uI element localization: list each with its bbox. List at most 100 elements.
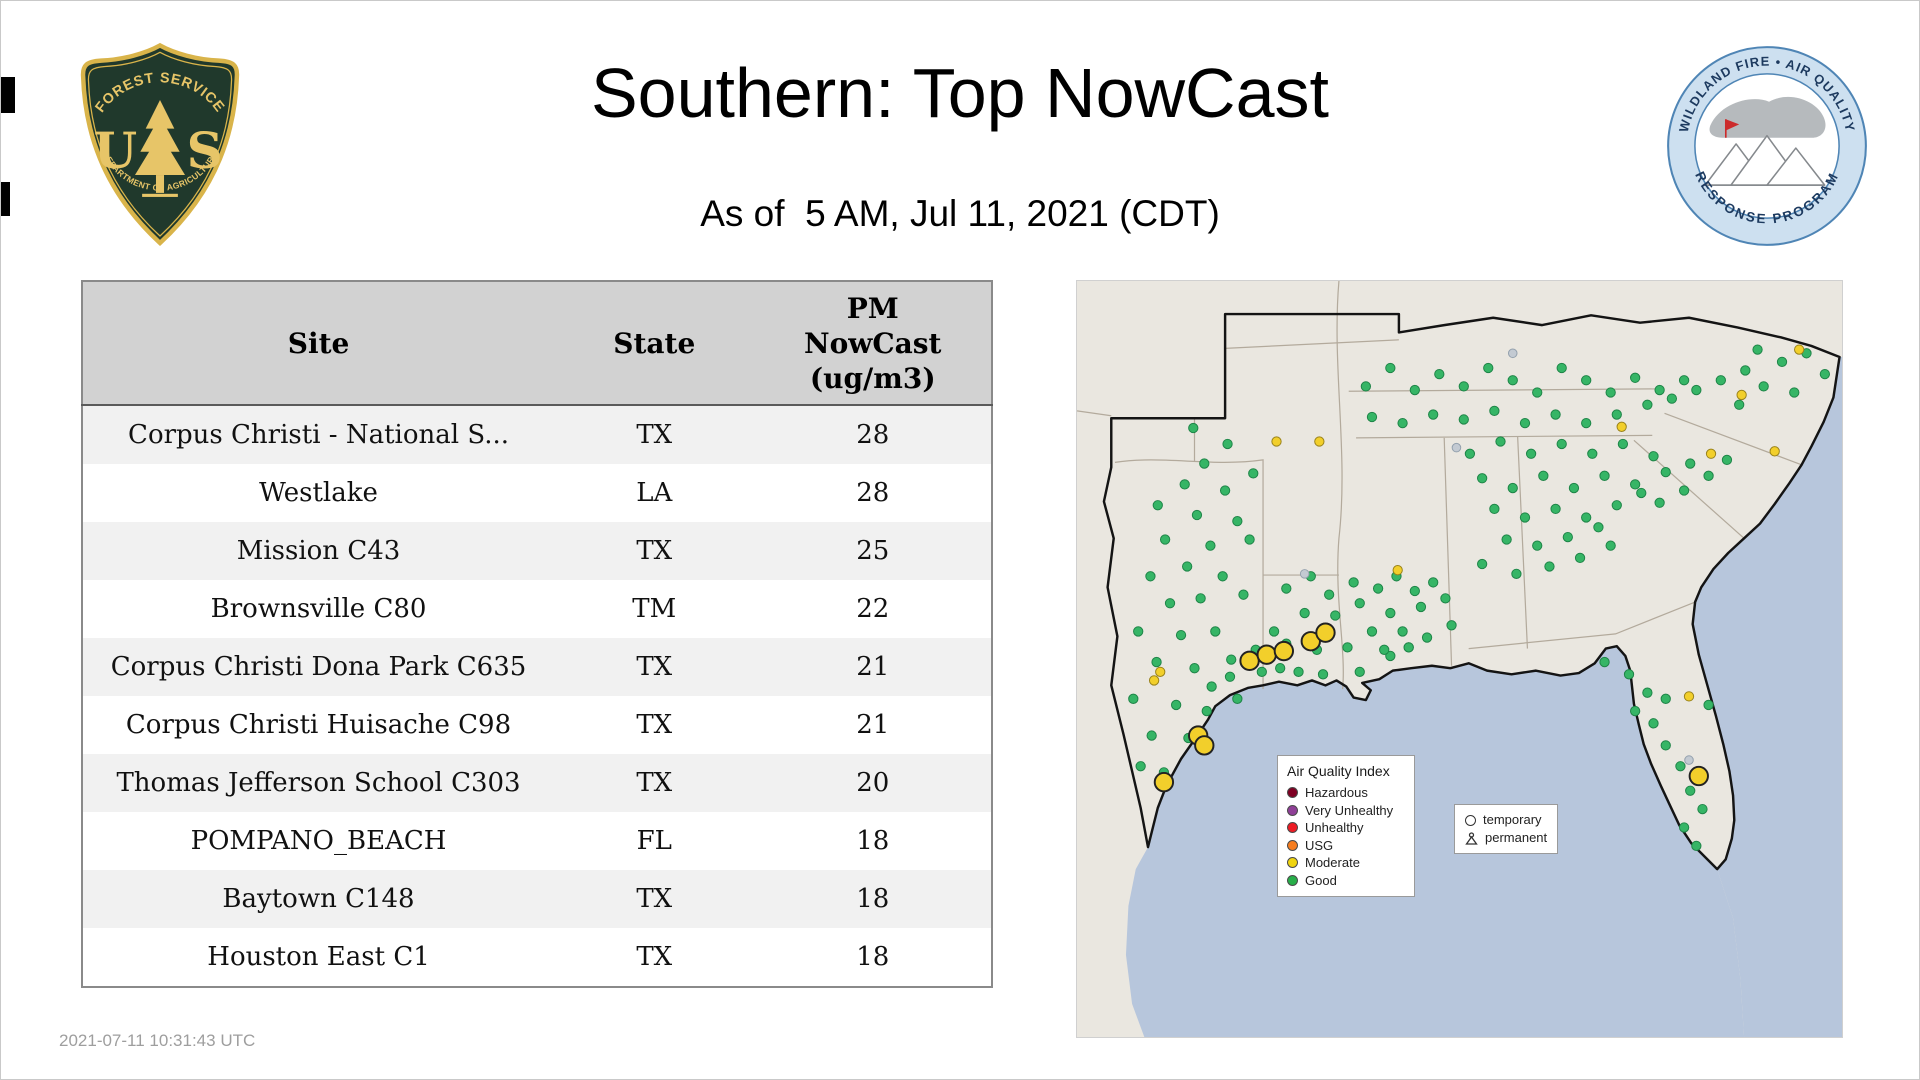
monitor-dot-good	[1293, 666, 1304, 678]
monitor-dot-good	[1281, 583, 1292, 594]
monitor-dot-moderate	[1392, 565, 1403, 576]
state-cell: TX	[636, 710, 673, 740]
monitor-dot-good	[1458, 381, 1469, 392]
nowcast-table: Site State PM NowCast (ug/m3) Corpus Chr…	[81, 280, 993, 988]
pm-cell: 21	[856, 652, 890, 682]
monitor-dot-good	[1519, 417, 1531, 429]
nowcast-table-header: Site State PM NowCast (ug/m3)	[82, 281, 992, 406]
aqi-legend-items: Hazardous Very Unhealthy Unhealthy USG Moder…	[1287, 784, 1405, 889]
gulf-of-mexico-water	[1125, 646, 1745, 1037]
monitor-dot-good	[1372, 583, 1384, 594]
monitor-dot-good	[1354, 666, 1365, 678]
aqi-legend-label: USG	[1305, 837, 1334, 853]
state-cell: FL	[636, 826, 672, 856]
page-title: Southern: Top NowCast	[590, 54, 1329, 132]
monitor-dot-good	[1477, 473, 1488, 484]
temporary-marker-icon	[1465, 814, 1476, 826]
site-cell: Houston East C1	[207, 942, 430, 972]
monitor-dot-good	[1703, 470, 1714, 481]
generated-timestamp: 2021-07-11 10:31:43 UTC	[59, 1031, 256, 1050]
monitor-dot-good	[1151, 656, 1162, 668]
monitor-dot-good	[1164, 598, 1176, 609]
monitor-dot-good	[1385, 362, 1396, 374]
monitor-dot-good	[1507, 482, 1518, 494]
monitor-dot-moderate	[1616, 421, 1627, 432]
aqi-legend-item: Good	[1287, 872, 1405, 890]
state-cell: LA	[636, 478, 673, 508]
monitor-dot-good	[1660, 466, 1671, 478]
monitor-dot-good	[1611, 500, 1622, 511]
monitor-dot-good	[1636, 487, 1647, 499]
monitor-dot-good	[1421, 632, 1433, 643]
monitor-dot-good	[1409, 384, 1420, 396]
site-cell: Corpus Christi - National S...	[128, 420, 509, 450]
monitor-dot-good	[1403, 642, 1414, 653]
monitor-dot-good	[1734, 399, 1745, 410]
site-cell: Corpus Christi Dona Park C635	[110, 652, 527, 682]
monitor-dot-good	[1397, 417, 1408, 429]
monitor-dot-good	[1330, 610, 1341, 621]
usfs-letter-u: U	[93, 121, 137, 180]
pm-cell: 18	[856, 884, 890, 914]
site-cell: Corpus Christi Huisache C98	[125, 710, 512, 740]
aqi-legend-label: Very Unhealthy	[1305, 802, 1394, 818]
monitor-dot-good	[1599, 470, 1610, 481]
monitor-dot-good	[1199, 458, 1210, 469]
pm-cell: 25	[856, 536, 890, 566]
monitor-dot-temporary	[1315, 622, 1336, 643]
monitor-dot-temporary	[1239, 650, 1260, 672]
site-cell: POMPANO_BEACH	[190, 826, 447, 856]
aqi-legend: Air Quality Index Hazardous Very Unhealth…	[1277, 755, 1415, 897]
monitor-dot-temporary	[1688, 765, 1709, 787]
monitor-dot-moderate	[1271, 436, 1282, 447]
site-cell: Westlake	[259, 478, 378, 508]
monitor-dot-good	[1366, 411, 1378, 423]
monitor-dot-good	[1648, 718, 1659, 729]
monitor-dot-good	[1268, 626, 1280, 637]
monitor-dot-good	[1587, 448, 1598, 459]
monitor-dot-good	[1464, 448, 1476, 459]
pine-tree-icon	[134, 99, 186, 197]
monitor-dot-good	[1660, 693, 1671, 704]
col-header-pm: PM NowCast (ug/m3)	[754, 281, 992, 406]
table-row: Baytown C148 TX 18	[82, 870, 992, 928]
monitor-dot-good	[1511, 568, 1522, 579]
usfs-logo: FOREST SERVICE U S DEPARTMENT OF AGRICUL…	[69, 41, 240, 247]
table-row: POMPANO_BEACH FL 18	[82, 812, 992, 870]
state-cell: TX	[636, 884, 673, 914]
monitor-dot-good	[1458, 414, 1469, 425]
monitor-dot-good	[1507, 375, 1518, 386]
monitor-dot-temporary	[1194, 735, 1215, 756]
monitor-dot-good	[1532, 540, 1543, 551]
shield-pinstripe	[87, 51, 233, 237]
state-cell: TX	[636, 942, 673, 972]
monitor-dot-good	[1593, 522, 1604, 533]
pm-cell: 18	[856, 942, 890, 972]
monitor-dot-good	[1544, 561, 1555, 572]
monitor-dot-good	[1721, 454, 1733, 466]
monitor-dot-good	[1256, 666, 1267, 678]
marker-legend: temporary permanent	[1454, 804, 1559, 854]
monitor-dot-moderate	[1769, 446, 1780, 457]
marker-legend-row: temporary	[1465, 811, 1547, 829]
monitor-dot-good	[1623, 669, 1635, 680]
monitor-dot-temporary	[1300, 631, 1321, 652]
monitor-dot-good	[1446, 620, 1457, 631]
monitor-dot-good	[1428, 577, 1439, 588]
monitor-dot-good	[1519, 512, 1531, 523]
monitor-dot-good	[1789, 387, 1800, 398]
monitor-dot-good	[1697, 803, 1708, 815]
state-cell: TX	[636, 652, 673, 682]
nowcast-table-body: Corpus Christi - National S... TX 28 Westla…	[82, 405, 992, 987]
monitor-dot-good	[1574, 552, 1586, 564]
usfs-letter-s: S	[187, 121, 223, 180]
edge-artifact	[1, 77, 15, 113]
monitor-dot-good	[1317, 669, 1329, 680]
monitor-dot-neutral	[1451, 442, 1462, 453]
monitor-dot-good	[1562, 531, 1573, 543]
permanent-marker-icon	[1465, 831, 1478, 845]
monitor-dot-good	[1217, 571, 1228, 582]
monitor-dot-good	[1385, 607, 1396, 619]
table-row: Westlake LA 28	[82, 464, 992, 522]
